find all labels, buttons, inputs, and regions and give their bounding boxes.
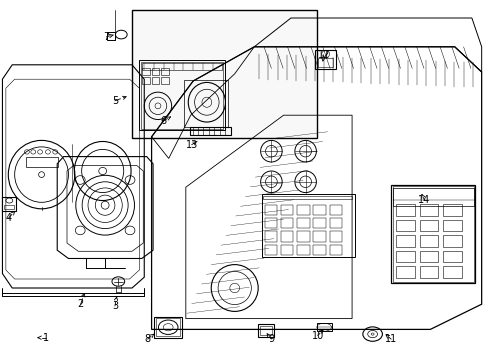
Text: 9: 9 [268,334,274,344]
Bar [395,235,414,247]
Bar [297,245,309,255]
Bar [395,220,414,231]
Bar [313,218,325,228]
Bar [151,68,159,75]
Bar [154,317,182,338]
Bar [395,266,414,278]
Bar [161,77,169,84]
Text: 5: 5 [112,96,118,106]
Bar [419,204,437,216]
Text: 6: 6 [161,116,166,126]
Bar [26,157,58,167]
Text: 12: 12 [317,50,329,60]
Bar [419,220,437,231]
Bar [297,218,309,228]
Bar [281,205,293,215]
Bar [281,231,293,242]
Bar [132,10,316,138]
Bar [142,68,149,75]
Bar [141,62,223,129]
Text: 3: 3 [112,301,118,311]
Bar [189,127,231,135]
Bar [313,205,325,215]
Bar [151,77,159,84]
Bar [442,220,461,231]
Bar [313,231,325,242]
Bar [395,251,414,262]
Bar [392,186,473,282]
Bar [264,245,277,255]
Bar [260,326,271,335]
Text: 1: 1 [43,333,49,343]
Text: 4: 4 [6,213,12,223]
Text: 2: 2 [78,299,83,309]
Bar [161,68,169,75]
Bar [139,60,224,130]
Bar [329,218,341,228]
Bar [329,231,341,242]
Bar [313,245,325,255]
Bar [297,231,309,242]
Bar [142,77,149,84]
Bar [442,266,461,278]
Bar [297,205,309,215]
Bar [281,245,293,255]
Bar [329,245,341,255]
Bar [264,205,277,215]
Bar [2,197,16,211]
Bar [156,318,180,336]
Bar [395,204,414,216]
Bar [261,194,354,257]
Bar [442,251,461,262]
Bar [316,323,331,331]
Bar [392,188,473,206]
Bar [419,251,437,262]
Bar [317,58,333,67]
Bar [106,32,115,40]
Text: 14: 14 [417,195,430,205]
Text: 10: 10 [311,330,324,341]
Bar [281,218,293,228]
Bar [142,63,222,70]
Bar [442,235,461,247]
Bar [4,205,14,209]
Text: 7: 7 [103,32,109,42]
Bar [184,80,228,127]
Text: 13: 13 [185,140,198,150]
Bar [263,196,351,199]
Text: 8: 8 [144,334,150,344]
Bar [419,235,437,247]
Bar [442,204,461,216]
Bar [315,50,335,69]
Bar [258,324,273,337]
Text: 11: 11 [384,334,397,344]
Bar [264,218,277,228]
Bar [390,185,474,283]
Bar [264,231,277,242]
Bar [419,266,437,278]
Bar [329,205,341,215]
